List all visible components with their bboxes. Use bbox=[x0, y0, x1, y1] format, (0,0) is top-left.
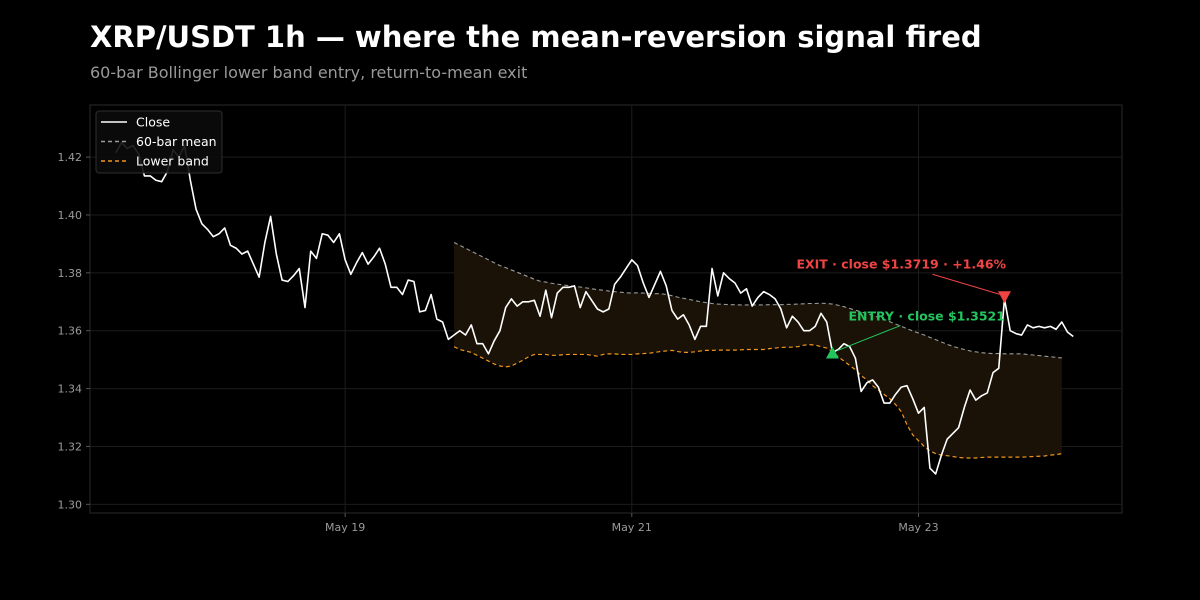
exit-annotation: EXIT · close $1.3719 · +1.46% bbox=[796, 256, 1006, 271]
legend-label: Close bbox=[136, 115, 170, 130]
x-tick-label: May 19 bbox=[325, 521, 365, 534]
exit-marker bbox=[997, 291, 1011, 304]
exit-arrow bbox=[932, 273, 1000, 295]
legend: Close 60-bar mean Lower band bbox=[95, 110, 223, 174]
y-tick-label: 1.42 bbox=[58, 151, 83, 164]
legend-label: Lower band bbox=[136, 154, 209, 169]
legend-label: 60-bar mean bbox=[136, 134, 217, 149]
y-tick-label: 1.36 bbox=[58, 325, 83, 338]
series-line-lower-band bbox=[453, 343, 1062, 459]
y-tick-label: 1.32 bbox=[58, 440, 83, 453]
y-tick-label: 1.30 bbox=[58, 498, 83, 511]
chart-title: XRP/USDT 1h — where the mean-reversion s… bbox=[90, 20, 982, 54]
entry-marker bbox=[825, 346, 839, 359]
y-tick-label: 1.34 bbox=[58, 383, 83, 396]
entry-annotation: ENTRY · close $1.3521 bbox=[848, 309, 1004, 324]
x-tick-label: May 21 bbox=[612, 521, 652, 534]
y-tick-label: 1.38 bbox=[58, 267, 83, 280]
legend-box bbox=[95, 110, 223, 174]
chart-subtitle: 60-bar Bollinger lower band entry, retur… bbox=[90, 63, 528, 82]
band-fill bbox=[454, 242, 1062, 459]
entry-arrow bbox=[837, 325, 901, 352]
y-tick-label: 1.40 bbox=[58, 209, 83, 222]
x-tick-label: May 23 bbox=[898, 521, 938, 534]
series-line-close bbox=[115, 141, 1074, 475]
